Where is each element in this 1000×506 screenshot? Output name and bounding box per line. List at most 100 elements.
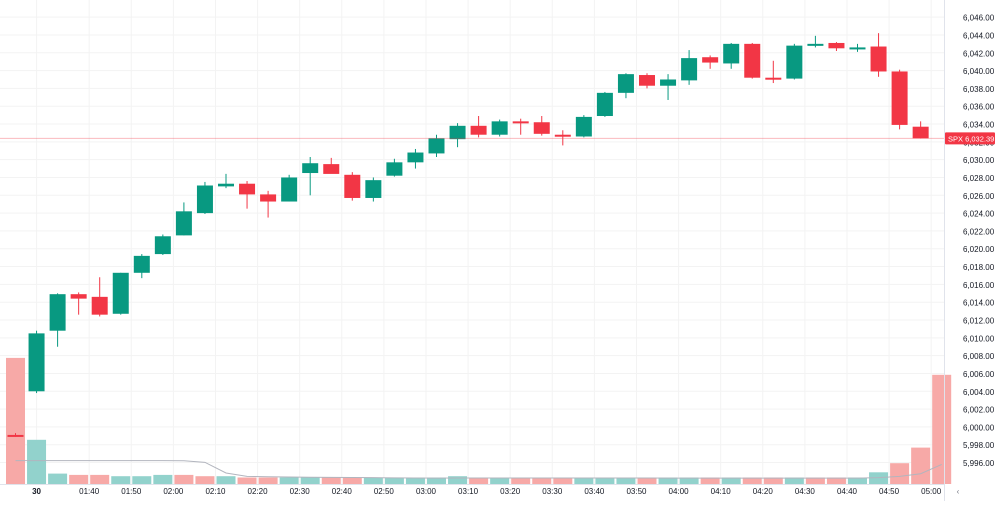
candle-body bbox=[786, 45, 803, 79]
x-tick-label: 04:50 bbox=[879, 487, 900, 496]
candle-body bbox=[554, 134, 571, 137]
candle bbox=[575, 115, 592, 138]
y-tick-label: 6,004.00 bbox=[963, 388, 995, 397]
candle bbox=[112, 272, 129, 315]
candle-body bbox=[28, 333, 45, 392]
candle bbox=[723, 42, 740, 69]
volume-bar bbox=[574, 477, 594, 484]
candle-body bbox=[744, 43, 761, 78]
volume-bar bbox=[742, 477, 762, 484]
x-tick-label: 03:10 bbox=[458, 487, 479, 496]
candle bbox=[49, 293, 66, 347]
x-tick-label: 01:50 bbox=[121, 487, 142, 496]
y-tick-label: 6,030.00 bbox=[963, 156, 995, 165]
volume-bar bbox=[805, 477, 825, 484]
y-tick-label: 6,006.00 bbox=[963, 370, 995, 379]
y-tick-label: 6,028.00 bbox=[963, 174, 995, 183]
candle-body bbox=[49, 294, 66, 331]
volume-bar bbox=[48, 473, 68, 484]
volume-bar bbox=[300, 477, 320, 484]
candle-body bbox=[260, 194, 277, 202]
candle-body bbox=[617, 74, 634, 93]
x-tick-label: 02:00 bbox=[163, 487, 184, 496]
candle-body bbox=[133, 255, 150, 273]
candle-body bbox=[407, 152, 424, 163]
candle-body bbox=[281, 177, 298, 202]
volume-bar bbox=[595, 477, 615, 484]
candle-body bbox=[302, 163, 319, 174]
candle-body bbox=[723, 43, 740, 64]
x-tick-label: 04:40 bbox=[837, 487, 858, 496]
candle-body bbox=[470, 125, 487, 135]
candle bbox=[744, 42, 761, 79]
candle-body bbox=[196, 185, 213, 214]
candle bbox=[491, 119, 508, 137]
volume-bar bbox=[700, 477, 720, 484]
y-tick-label: 6,046.00 bbox=[963, 14, 995, 23]
candle-body bbox=[828, 42, 845, 49]
volume-bar bbox=[27, 439, 47, 484]
y-tick-label: 6,024.00 bbox=[963, 210, 995, 219]
volume-bar bbox=[216, 476, 236, 484]
candle bbox=[807, 35, 824, 48]
candle-body bbox=[323, 164, 340, 174]
volume-bar bbox=[826, 477, 846, 484]
volume-bar bbox=[469, 477, 489, 484]
candle bbox=[470, 116, 487, 138]
volume-bars bbox=[6, 357, 952, 484]
y-tick-label: 6,010.00 bbox=[963, 334, 995, 343]
volume-bar bbox=[679, 477, 699, 484]
candle-body bbox=[596, 92, 613, 117]
candle-body bbox=[365, 180, 382, 198]
candle bbox=[323, 157, 340, 174]
volume-bar bbox=[384, 477, 404, 484]
y-tick-label: 6,008.00 bbox=[963, 352, 995, 361]
y-tick-label: 6,036.00 bbox=[963, 103, 995, 112]
price-axis[interactable]: 6,046.00 6,044.00 6,042.00 6,040.00 6,038.00… bbox=[944, 0, 995, 501]
y-tick-label: 6,016.00 bbox=[963, 281, 995, 290]
candle-body bbox=[491, 121, 508, 135]
candle bbox=[639, 73, 655, 89]
time-axis[interactable]: 30 01:40 01:50 02:00 02:10 02:20 02:30 02:40 02:… bbox=[0, 484, 960, 497]
y-tick-label: 6,040.00 bbox=[963, 67, 995, 76]
y-tick-label: 6,002.00 bbox=[963, 406, 995, 415]
y-tick-label: 6,022.00 bbox=[963, 227, 995, 236]
volume-bar bbox=[363, 477, 383, 484]
x-tick-label: 30 bbox=[32, 487, 41, 496]
grid bbox=[0, 0, 944, 484]
candle bbox=[133, 254, 150, 279]
candle bbox=[828, 42, 845, 51]
candle bbox=[175, 202, 192, 236]
candle bbox=[849, 43, 866, 52]
x-tick-label: 03:00 bbox=[416, 487, 437, 496]
volume-bar bbox=[111, 476, 131, 484]
candle-body bbox=[70, 294, 87, 299]
candle bbox=[786, 43, 803, 80]
y-tick-label: 5,998.00 bbox=[963, 441, 995, 450]
volume-bar bbox=[405, 477, 425, 484]
y-tick-label: 6,026.00 bbox=[963, 192, 995, 201]
x-tick-label: 01:40 bbox=[79, 487, 100, 496]
candle-body bbox=[870, 46, 887, 72]
candle-body bbox=[91, 296, 108, 315]
candle-body bbox=[765, 77, 782, 80]
candle-body bbox=[218, 183, 234, 187]
candle bbox=[554, 130, 571, 146]
scroll-right-icon[interactable]: ‹ bbox=[957, 487, 960, 496]
candle-body bbox=[344, 174, 361, 198]
candle bbox=[407, 148, 424, 169]
volume-bar bbox=[237, 477, 257, 484]
volume-bar bbox=[890, 463, 910, 484]
candle-body bbox=[849, 47, 866, 50]
y-tick-label: 6,018.00 bbox=[963, 263, 995, 272]
volume-ma-line bbox=[15, 460, 942, 479]
candle-body bbox=[239, 183, 256, 195]
volume-bar bbox=[532, 477, 552, 484]
volume-bar bbox=[132, 476, 152, 484]
x-tick-label: 04:30 bbox=[795, 487, 816, 496]
candle-body bbox=[175, 211, 192, 236]
candle bbox=[7, 433, 24, 437]
candle bbox=[365, 177, 382, 202]
